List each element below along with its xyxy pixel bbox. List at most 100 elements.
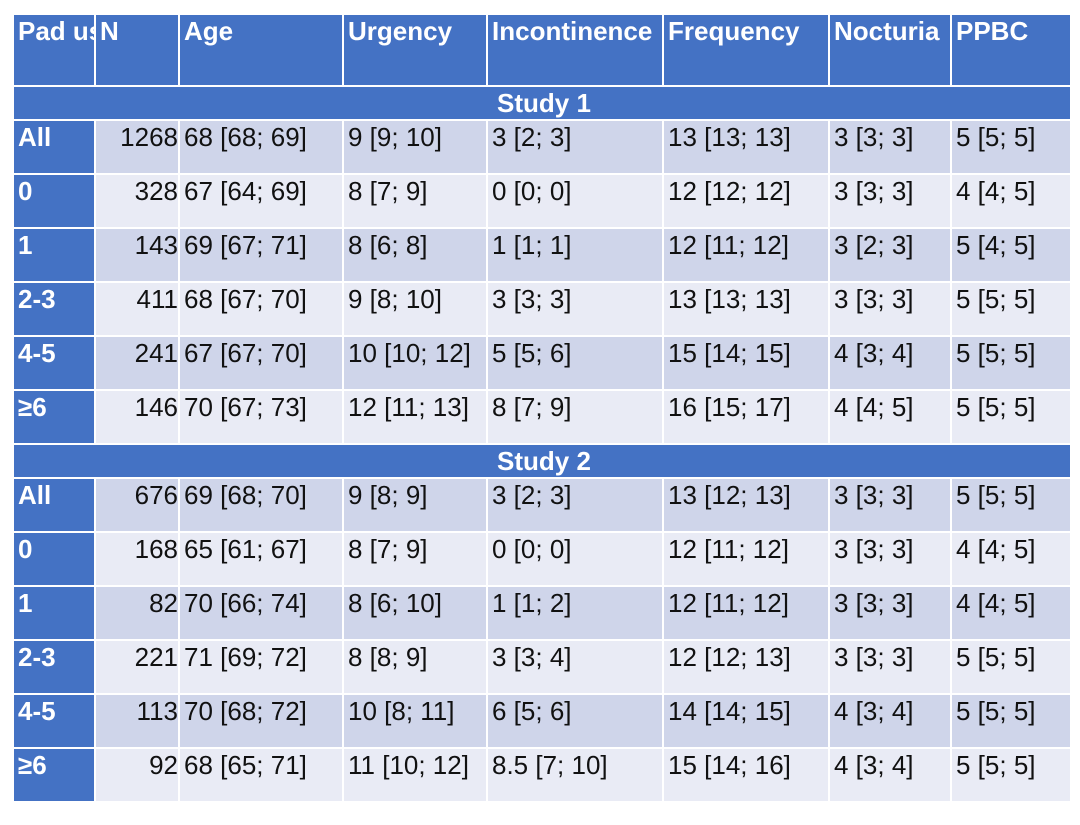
- cell-n: 411: [96, 283, 178, 335]
- cell-nocturia: 4 [3; 4]: [830, 337, 950, 389]
- column-header-age: Age: [180, 15, 342, 85]
- cell-nocturia: 4 [3; 4]: [830, 749, 950, 801]
- cell-n: 168: [96, 533, 178, 585]
- cell-pad-use: 1: [14, 229, 94, 281]
- cell-age: 70 [68; 72]: [180, 695, 342, 747]
- cell-ppbc: 5 [5; 5]: [952, 337, 1070, 389]
- cell-urgency: 10 [8; 11]: [344, 695, 486, 747]
- column-header-n: N: [96, 15, 178, 85]
- cell-frequency: 12 [11; 12]: [664, 587, 828, 639]
- cell-age: 70 [66; 74]: [180, 587, 342, 639]
- cell-pad-use: 2-3: [14, 283, 94, 335]
- cell-incontinence: 3 [2; 3]: [488, 121, 662, 173]
- cell-n: 92: [96, 749, 178, 801]
- table-row: 1 82 70 [66; 74] 8 [6; 10] 1 [1; 2] 12 [11; 1…: [14, 587, 1070, 639]
- section-title: Study 1: [14, 87, 1070, 119]
- cell-incontinence: 1 [1; 2]: [488, 587, 662, 639]
- cell-ppbc: 4 [4; 5]: [952, 587, 1070, 639]
- cell-frequency: 12 [11; 12]: [664, 229, 828, 281]
- section-header-row: Study 1: [14, 87, 1070, 119]
- cell-age: 68 [68; 69]: [180, 121, 342, 173]
- cell-frequency: 13 [12; 13]: [664, 479, 828, 531]
- cell-nocturia: 3 [3; 3]: [830, 587, 950, 639]
- cell-ppbc: 5 [5; 5]: [952, 391, 1070, 443]
- column-header-nocturia: Nocturia: [830, 15, 950, 85]
- cell-nocturia: 4 [4; 5]: [830, 391, 950, 443]
- cell-age: 71 [69; 72]: [180, 641, 342, 693]
- table-body: Study 1 All 1268 68 [68; 69] 9 [9; 10] 3 [2; …: [14, 87, 1070, 801]
- cell-incontinence: 8 [7; 9]: [488, 391, 662, 443]
- table-row: All 1268 68 [68; 69] 9 [9; 10] 3 [2; 3] 13 [1…: [14, 121, 1070, 173]
- column-header-pad-use: Pad use: [14, 15, 94, 85]
- cell-urgency: 12 [11; 13]: [344, 391, 486, 443]
- table-row: ≥6 146 70 [67; 73] 12 [11; 13] 8 [7; 9] 16 [1…: [14, 391, 1070, 443]
- cell-ppbc: 5 [5; 5]: [952, 283, 1070, 335]
- table-row: ≥6 92 68 [65; 71] 11 [10; 12] 8.5 [7; 10] 15 …: [14, 749, 1070, 801]
- cell-ppbc: 5 [4; 5]: [952, 229, 1070, 281]
- cell-nocturia: 4 [3; 4]: [830, 695, 950, 747]
- table-row: 4-5 113 70 [68; 72] 10 [8; 11] 6 [5; 6] 14 [1…: [14, 695, 1070, 747]
- cell-incontinence: 5 [5; 6]: [488, 337, 662, 389]
- column-header-ppbc: PPBC: [952, 15, 1070, 85]
- cell-pad-use: 4-5: [14, 337, 94, 389]
- cell-urgency: 11 [10; 12]: [344, 749, 486, 801]
- cell-pad-use: ≥6: [14, 391, 94, 443]
- cell-nocturia: 3 [3; 3]: [830, 641, 950, 693]
- cell-ppbc: 5 [5; 5]: [952, 479, 1070, 531]
- cell-nocturia: 3 [2; 3]: [830, 229, 950, 281]
- cell-age: 69 [67; 71]: [180, 229, 342, 281]
- cell-ppbc: 5 [5; 5]: [952, 121, 1070, 173]
- cell-age: 67 [67; 70]: [180, 337, 342, 389]
- cell-pad-use: All: [14, 121, 94, 173]
- cell-frequency: 13 [13; 13]: [664, 121, 828, 173]
- cell-n: 143: [96, 229, 178, 281]
- cell-n: 146: [96, 391, 178, 443]
- header-row: Pad use N Age Urgency Incontinence Frequ…: [14, 15, 1070, 85]
- cell-incontinence: 3 [3; 3]: [488, 283, 662, 335]
- cell-incontinence: 6 [5; 6]: [488, 695, 662, 747]
- cell-age: 67 [64; 69]: [180, 175, 342, 227]
- cell-ppbc: 5 [5; 5]: [952, 749, 1070, 801]
- cell-pad-use: 1: [14, 587, 94, 639]
- table-row: 0 328 67 [64; 69] 8 [7; 9] 0 [0; 0] 12 [12; 1…: [14, 175, 1070, 227]
- cell-urgency: 8 [8; 9]: [344, 641, 486, 693]
- column-header-incontinence: Incontinence: [488, 15, 662, 85]
- cell-ppbc: 4 [4; 5]: [952, 533, 1070, 585]
- cell-incontinence: 3 [3; 4]: [488, 641, 662, 693]
- column-header-frequency: Frequency: [664, 15, 828, 85]
- cell-urgency: 10 [10; 12]: [344, 337, 486, 389]
- cell-n: 82: [96, 587, 178, 639]
- cell-nocturia: 3 [3; 3]: [830, 121, 950, 173]
- cell-frequency: 14 [14; 15]: [664, 695, 828, 747]
- table-row: 0 168 65 [61; 67] 8 [7; 9] 0 [0; 0] 12 [11; 1…: [14, 533, 1070, 585]
- section-header-row: Study 2: [14, 445, 1070, 477]
- cell-ppbc: 5 [5; 5]: [952, 695, 1070, 747]
- cell-pad-use: ≥6: [14, 749, 94, 801]
- cell-incontinence: 0 [0; 0]: [488, 533, 662, 585]
- cell-n: 1268: [96, 121, 178, 173]
- table-row: 2-3 411 68 [67; 70] 9 [8; 10] 3 [3; 3] 13 [13…: [14, 283, 1070, 335]
- column-header-urgency: Urgency: [344, 15, 486, 85]
- cell-frequency: 15 [14; 15]: [664, 337, 828, 389]
- cell-incontinence: 3 [2; 3]: [488, 479, 662, 531]
- cell-urgency: 8 [7; 9]: [344, 533, 486, 585]
- cell-n: 676: [96, 479, 178, 531]
- cell-n: 113: [96, 695, 178, 747]
- table-row: 1 143 69 [67; 71] 8 [6; 8] 1 [1; 1] 12 [11; 1…: [14, 229, 1070, 281]
- cell-ppbc: 5 [5; 5]: [952, 641, 1070, 693]
- cell-frequency: 12 [12; 13]: [664, 641, 828, 693]
- cell-n: 328: [96, 175, 178, 227]
- cell-age: 65 [61; 67]: [180, 533, 342, 585]
- cell-frequency: 12 [11; 12]: [664, 533, 828, 585]
- cell-nocturia: 3 [3; 3]: [830, 175, 950, 227]
- cell-nocturia: 3 [3; 3]: [830, 533, 950, 585]
- cell-pad-use: 4-5: [14, 695, 94, 747]
- cell-urgency: 8 [7; 9]: [344, 175, 486, 227]
- cell-age: 68 [67; 70]: [180, 283, 342, 335]
- table-row: 4-5 241 67 [67; 70] 10 [10; 12] 5 [5; 6] 15 […: [14, 337, 1070, 389]
- cell-pad-use: 0: [14, 175, 94, 227]
- section-title: Study 2: [14, 445, 1070, 477]
- cell-urgency: 9 [8; 10]: [344, 283, 486, 335]
- cell-urgency: 9 [9; 10]: [344, 121, 486, 173]
- cell-urgency: 9 [8; 9]: [344, 479, 486, 531]
